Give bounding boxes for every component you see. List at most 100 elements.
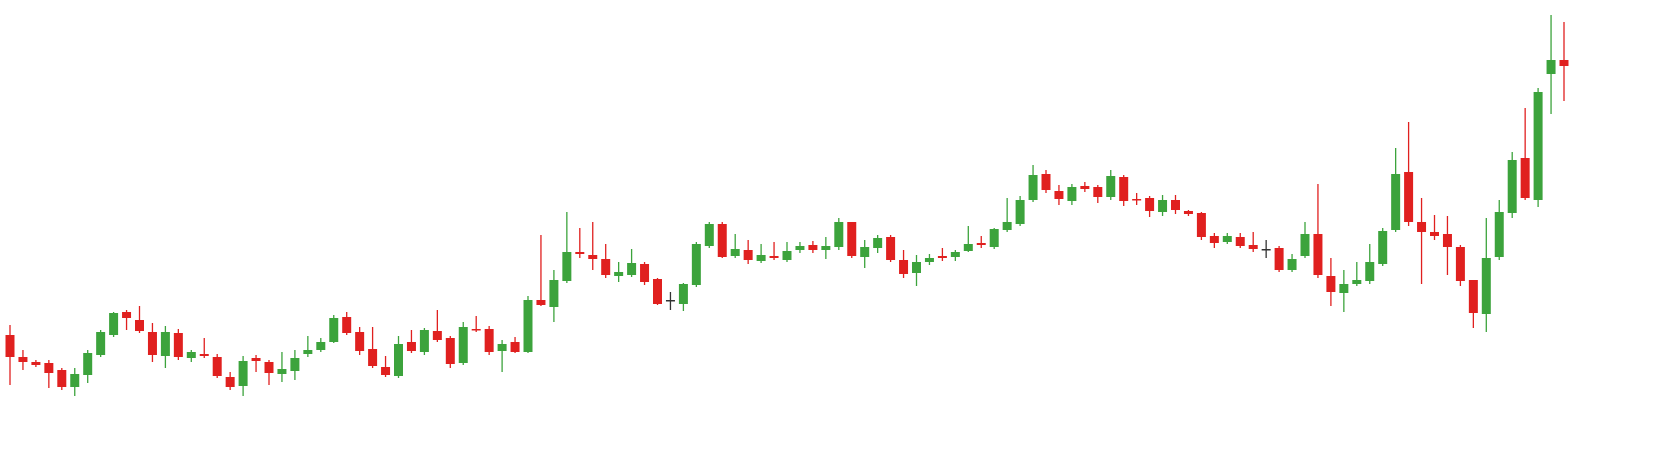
candle-body <box>96 332 106 355</box>
candle-body <box>601 259 611 275</box>
candle-body <box>1546 60 1556 74</box>
candle-body <box>135 320 144 331</box>
candle-body <box>1300 234 1310 256</box>
candle-body <box>160 332 170 356</box>
candle-body <box>1248 245 1258 249</box>
candle-body <box>316 342 326 350</box>
candle-body <box>950 252 960 257</box>
candle-body <box>1183 211 1193 214</box>
candle-body <box>1235 237 1245 246</box>
candle-body <box>1145 198 1155 211</box>
candle-body <box>1287 259 1297 270</box>
candle-body <box>614 272 624 276</box>
candle-body <box>989 229 999 247</box>
candle-body <box>1261 249 1271 251</box>
candle-body <box>536 300 546 305</box>
candle-body <box>264 362 274 373</box>
candle-body <box>303 350 313 354</box>
candle-body <box>743 250 753 260</box>
candle-body <box>1132 199 1142 201</box>
candle-body <box>756 255 766 261</box>
candle-body <box>691 244 701 285</box>
candle-body <box>795 246 805 250</box>
candle-body <box>1404 172 1414 222</box>
candle-body <box>1507 160 1517 213</box>
candle-body <box>730 249 740 256</box>
candle-body <box>976 243 986 245</box>
candle-body <box>1041 174 1051 190</box>
candle-body <box>342 317 352 333</box>
candle-body <box>873 238 883 248</box>
candle-body <box>225 377 235 387</box>
candle-body <box>484 329 494 352</box>
candle-body <box>70 374 80 387</box>
candle-body <box>1378 231 1388 264</box>
candle-body <box>847 222 857 256</box>
candle-body <box>199 354 209 356</box>
candle-body <box>782 251 792 260</box>
candle-body <box>419 330 429 352</box>
candle-body <box>1313 234 1323 275</box>
candle-body <box>588 255 598 259</box>
candle-body <box>251 358 261 361</box>
candle-body <box>1028 175 1038 200</box>
candle-body <box>44 363 54 373</box>
candle-body <box>329 318 339 342</box>
candle-body <box>186 352 196 358</box>
candle-body <box>1365 262 1375 281</box>
candle-body <box>406 342 416 351</box>
candle-body <box>368 349 378 366</box>
candle-body <box>665 300 675 302</box>
candle-body <box>562 252 572 281</box>
candle-body <box>1158 200 1168 212</box>
candle-body <box>1520 158 1530 198</box>
candle-body <box>860 247 870 257</box>
candle-body <box>290 358 300 371</box>
candle-body <box>471 329 481 331</box>
candle-body <box>937 256 947 258</box>
candle-body <box>1196 213 1206 237</box>
candle-body <box>147 332 157 355</box>
candle-body <box>549 280 559 307</box>
candle-body <box>1468 280 1478 313</box>
candle-body <box>523 300 533 352</box>
candle-body <box>1209 236 1219 243</box>
candle-body <box>1106 176 1116 197</box>
candle-body <box>808 245 818 250</box>
candle-body <box>653 279 662 304</box>
candle-body <box>1067 187 1077 201</box>
candle-body <box>912 262 921 273</box>
candle-body <box>640 264 650 282</box>
candle-body <box>1533 92 1543 200</box>
candle-body <box>277 369 287 374</box>
candle-body <box>83 353 93 375</box>
candle-body <box>1391 174 1401 230</box>
candle-body <box>5 335 15 357</box>
candle-body <box>1002 222 1012 230</box>
candle-body <box>381 367 391 375</box>
candle-body <box>1119 177 1129 201</box>
candle-body <box>1494 212 1504 257</box>
candle-body <box>886 237 896 260</box>
candle-body <box>1455 247 1465 281</box>
candle-body <box>1093 187 1103 197</box>
candle-body <box>355 332 365 351</box>
candle-body <box>1171 200 1180 210</box>
candle-body <box>1080 186 1090 189</box>
candle-body <box>1559 60 1569 66</box>
candle-body <box>109 313 119 335</box>
candle-body <box>1430 232 1439 236</box>
candle-body <box>1352 280 1362 284</box>
candle-body <box>924 258 934 262</box>
candle-body <box>445 338 455 364</box>
candle-body <box>899 260 909 274</box>
candle-body <box>821 246 831 250</box>
candle-body <box>769 256 779 258</box>
candle-body <box>173 333 183 357</box>
candle-body <box>510 342 520 352</box>
candle-body <box>18 357 28 362</box>
candle-body <box>1417 222 1427 232</box>
candle-body <box>458 327 468 363</box>
candle-body <box>575 252 585 254</box>
